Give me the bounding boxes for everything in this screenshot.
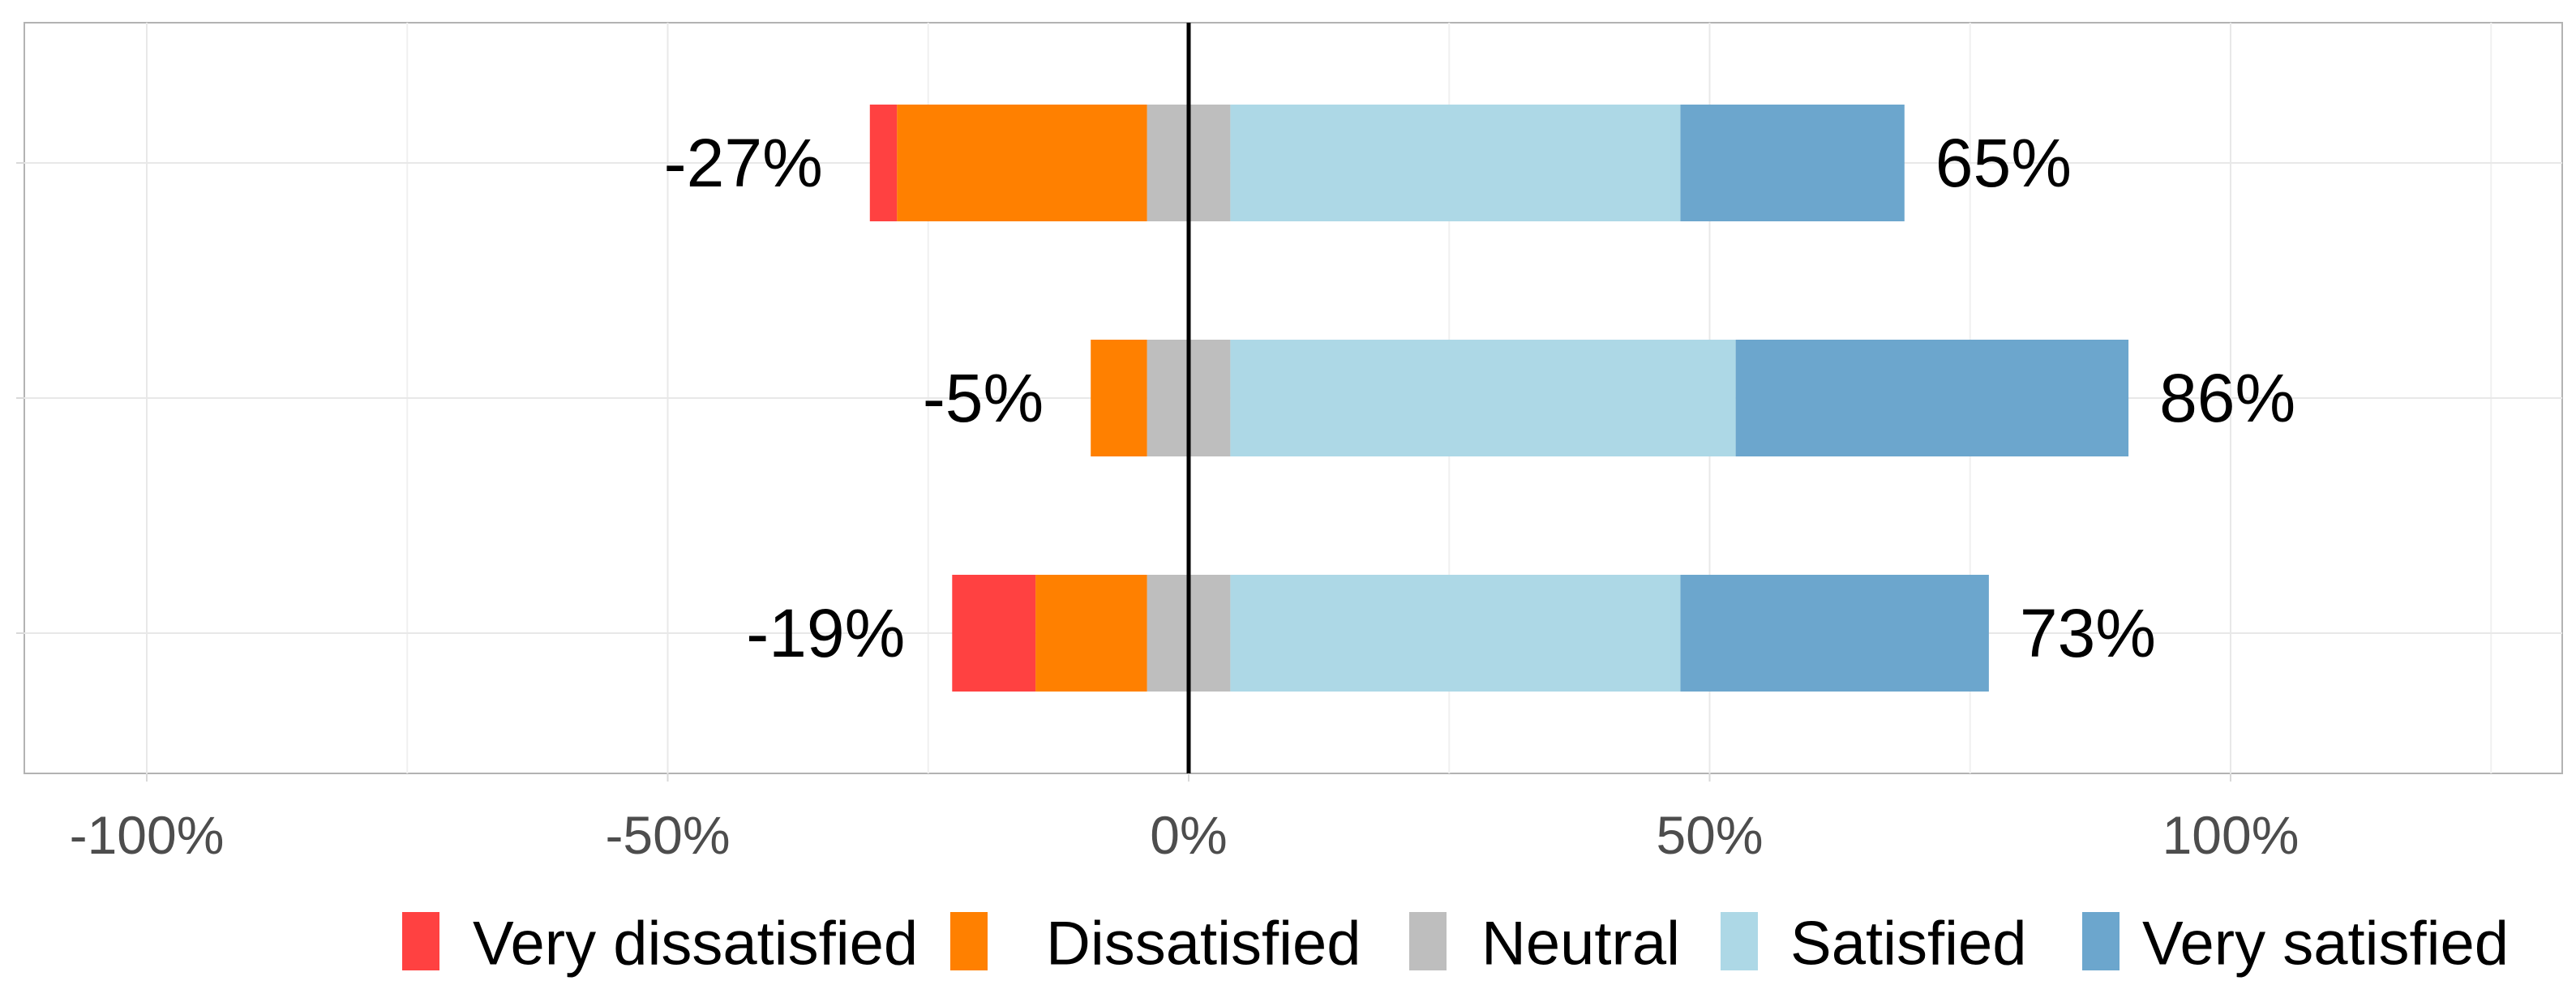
net-positive-label-row2: 86%	[2159, 360, 2295, 436]
x-tick-label-3: 50%	[1656, 805, 1763, 865]
legend-key-dissatisfied	[950, 912, 988, 970]
legend-key-neutral	[1409, 912, 1447, 970]
net-positive-label-row1: 65%	[1935, 125, 2072, 201]
bar-row1-dissatisfied	[897, 105, 1147, 221]
bar-row2-satisfied	[1230, 340, 1736, 456]
legend-label-satisfied: Satisfied	[1790, 910, 2027, 979]
bar-row1-very-dissatisfied	[869, 105, 898, 221]
bar-row2-very-satisfied	[1735, 340, 2129, 456]
bar-row3-satisfied	[1230, 575, 1681, 692]
legend-label-very-dissatisfied: Very dissatisfied	[473, 910, 918, 979]
bar-row3-dissatisfied	[1035, 575, 1147, 692]
legend-label-dissatisfied: Dissatisfied	[1046, 910, 1361, 979]
legend-key-very-dissatisfied	[402, 912, 439, 970]
x-tick-label-0: -100%	[70, 805, 225, 865]
net-positive-label-row3: 73%	[2020, 595, 2156, 671]
legend: Very dissatisfied Dissatisfied Neutral Sati…	[402, 910, 2509, 979]
x-tick-label-1: -50%	[605, 805, 730, 865]
legend-label-neutral: Neutral	[1481, 910, 1680, 979]
bars	[869, 105, 2129, 692]
net-negative-label-row1: -27%	[664, 125, 823, 201]
x-tick-label-4: 100%	[2162, 805, 2300, 865]
legend-key-satisfied	[1721, 912, 1758, 970]
bar-row3-very-satisfied	[1680, 575, 1989, 692]
bar-row3-very-dissatisfied	[952, 575, 1036, 692]
x-tick-label-2: 0%	[1150, 805, 1227, 865]
legend-label-very-satisfied: Very satisfied	[2142, 910, 2509, 979]
net-negative-label-row2: -5%	[923, 360, 1044, 436]
x-axis: -100% -50% 0% 50% 100%	[16, 162, 2300, 865]
net-labels: -27% 65% -5% 86% -19% 73%	[664, 125, 2296, 671]
bar-row2-dissatisfied	[1091, 340, 1147, 456]
bar-row1-satisfied	[1230, 105, 1681, 221]
bar-row1-very-satisfied	[1680, 105, 1905, 221]
legend-key-very-satisfied	[2082, 912, 2120, 970]
net-negative-label-row3: -19%	[746, 595, 905, 671]
